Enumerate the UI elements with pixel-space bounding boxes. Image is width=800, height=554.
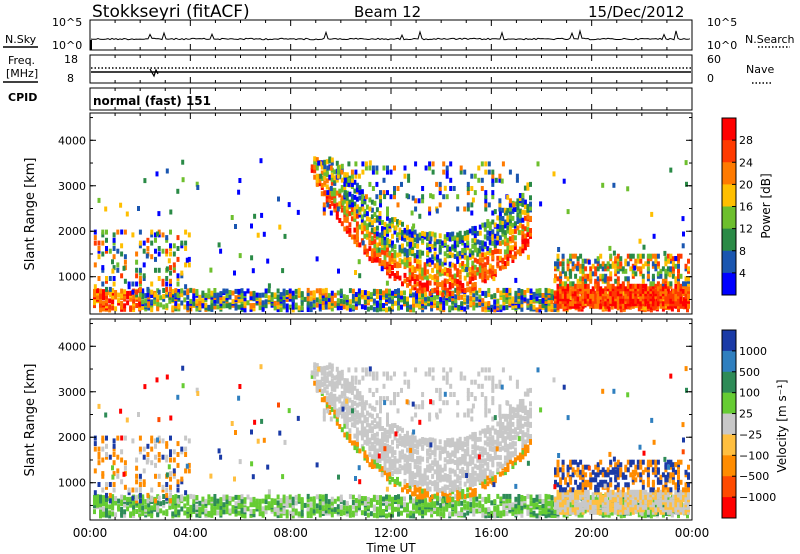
time-tick-label: 00:00 <box>73 526 108 540</box>
velocity-colorbar: 1000 500 100 25 −25 −100 −500 −1000 <box>721 329 776 519</box>
y-tick-label: 3000 <box>58 386 86 399</box>
colorbar-swatch <box>722 250 736 274</box>
velocity-y-label: Slant Range [km] <box>23 364 38 477</box>
colorbar-swatch <box>722 184 736 207</box>
colorbar-tick-label: 24 <box>739 156 753 169</box>
colorbar-swatch <box>722 371 736 394</box>
colorbar-swatch <box>722 228 736 252</box>
station-title: Stokkseyri (fitACF) <box>92 2 250 22</box>
colorbar-tick-label: 12 <box>739 223 753 236</box>
freq-left-tick-bottom: 8 <box>67 72 74 85</box>
freq-left-tick-top: 18 <box>64 53 78 66</box>
date-title: 15/Dec/2012 <box>588 3 684 21</box>
colorbar-swatch <box>722 434 736 456</box>
colorbar-swatch <box>722 350 736 373</box>
colorbar-tick-label: 1000 <box>739 345 767 358</box>
colorbar-swatch <box>722 413 736 435</box>
power-panel: 1000 2000 3000 4000 Slant Range [km] <box>23 112 693 315</box>
colorbar-tick-label: −100 <box>739 449 769 462</box>
y-tick-label: 4000 <box>58 134 86 147</box>
colorbar-tick-label: −500 <box>739 470 769 483</box>
noise-search-label: N.Search <box>745 33 795 46</box>
power-colorbar-label: Power [dB] <box>759 173 773 238</box>
frequency-panel: Freq. [MHz] 18 8 60 0 Nave <box>3 53 774 85</box>
time-tick-label: 12:00 <box>374 526 409 540</box>
time-tick-label: 16:00 <box>474 526 509 540</box>
colorbar-swatch <box>722 455 736 477</box>
colorbar-swatch <box>722 476 736 498</box>
noise-sky-trace <box>90 29 691 41</box>
colorbar-tick-label: 20 <box>739 178 753 191</box>
y-tick-label: 2000 <box>58 431 86 444</box>
power-y-label: Slant Range [km] <box>23 158 38 271</box>
y-tick-label: 4000 <box>58 340 86 353</box>
colorbar-tick-label: 25 <box>739 408 753 421</box>
colorbar-swatch <box>722 330 736 352</box>
nave-label: Nave <box>746 63 774 76</box>
noise-sky-label: N.Sky <box>5 33 37 46</box>
time-tick-label: 04:00 <box>173 526 208 540</box>
colorbar-swatch <box>722 392 736 415</box>
freq-right-tick-bottom: 0 <box>707 72 714 85</box>
colorbar-tick-label: 28 <box>739 134 753 147</box>
noise-right-tick-bottom: 10^0 <box>707 39 737 52</box>
velocity-y-axis: 1000 2000 3000 4000 <box>58 323 692 506</box>
colorbar-swatch <box>722 140 736 163</box>
y-tick-label: 1000 <box>58 477 86 490</box>
colorbar-swatch <box>722 162 736 185</box>
colorbar-tick-label: 4 <box>739 267 746 280</box>
colorbar-tick-label: 100 <box>739 387 760 400</box>
y-tick-label: 3000 <box>58 180 86 193</box>
colorbar-swatch <box>722 497 736 519</box>
colorbar-tick-label: 16 <box>739 201 753 214</box>
y-tick-label: 2000 <box>58 225 86 238</box>
power-data-cells <box>93 156 690 313</box>
noise-left-tick-top: 10^5 <box>52 16 82 29</box>
time-tick-label: 08:00 <box>273 526 308 540</box>
time-tick-label: 20:00 <box>574 526 609 540</box>
power-y-axis: 1000 2000 3000 4000 <box>58 117 692 300</box>
y-tick-label: 1000 <box>58 271 86 284</box>
colorbar-swatch <box>722 118 736 141</box>
colorbar-tick-label: −25 <box>739 428 762 441</box>
velocity-colorbar-label: Velocity [m s⁻¹] <box>775 379 789 472</box>
noise-right-tick-top: 10^5 <box>707 16 737 29</box>
colorbar-tick-label: 500 <box>739 366 760 379</box>
time-tick-marks <box>89 20 693 520</box>
velocity-panel: 1000 2000 3000 4000 Slant Range [km] <box>23 318 693 521</box>
freq-label: Freq. <box>8 54 35 67</box>
velocity-data-cells <box>93 362 690 519</box>
colorbar-tick-label: −1000 <box>739 491 776 504</box>
time-axis-title: Time UT <box>365 541 416 554</box>
freq-right-tick-top: 60 <box>707 53 721 66</box>
cpid-value: normal (fast) 151 <box>93 94 211 108</box>
colorbar-tick-label: 8 <box>739 245 746 258</box>
colorbar-swatch <box>722 206 736 230</box>
freq-unit-label: [MHz] <box>6 67 38 80</box>
cpid-panel: CPID normal (fast) 151 <box>8 87 693 111</box>
cpid-label: CPID <box>8 91 37 104</box>
power-colorbar: 28 24 20 16 12 8 4 <box>721 117 753 296</box>
time-tick-label: 00:00 <box>675 526 710 540</box>
beam-title: Beam 12 <box>354 3 421 21</box>
time-axis-labels: 00:00 04:00 08:00 12:00 16:00 20:00 00:00 <box>73 526 710 540</box>
noise-left-tick-bottom: 10^0 <box>52 39 82 52</box>
colorbar-swatch <box>722 272 736 296</box>
